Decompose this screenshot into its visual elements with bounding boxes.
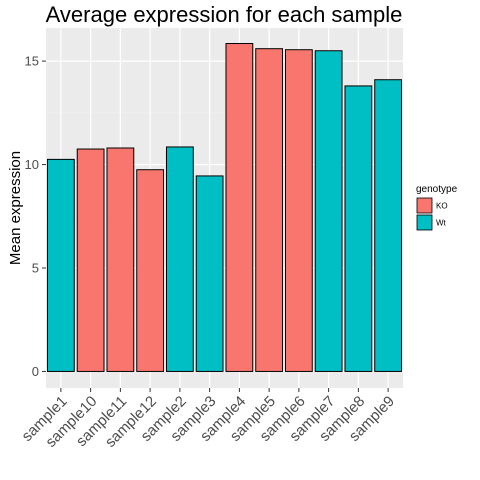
legend-key-Wt <box>416 214 433 231</box>
chart-title: Average expression for each sample <box>46 2 403 27</box>
bar-sample2 <box>165 146 194 372</box>
bar-sample9 <box>374 79 403 372</box>
bar-sample10 <box>76 148 105 372</box>
bar-sample7 <box>314 50 343 372</box>
y-tick-label: 10 <box>25 157 39 172</box>
bar-sample3 <box>195 175 224 372</box>
y-axis-title: Mean expression <box>7 151 24 265</box>
legend-title: genotype <box>416 184 458 195</box>
y-tick-label: 0 <box>32 364 39 379</box>
bar-sample5 <box>255 48 284 372</box>
bar-sample11 <box>106 147 135 372</box>
bar-sample4 <box>225 43 254 372</box>
legend-items: KO Wt <box>416 197 448 231</box>
bar-sample1 <box>46 158 75 372</box>
bar-sample8 <box>344 85 373 372</box>
legend-label-KO: KO <box>436 202 448 211</box>
bars <box>46 43 403 372</box>
y-tick-label: 15 <box>25 54 39 69</box>
legend-key-KO <box>416 197 433 214</box>
y-axis: 0 5 10 15 <box>25 54 46 379</box>
y-tick-label: 5 <box>32 261 39 276</box>
bar-sample6 <box>284 49 313 372</box>
bar-sample12 <box>136 169 165 372</box>
plot-panel-background <box>46 28 403 388</box>
x-axis: sample1sample10sample11sample12sample2sa… <box>19 388 398 451</box>
legend-label-Wt: Wt <box>436 219 447 228</box>
legend: genotype KO Wt <box>416 184 458 231</box>
